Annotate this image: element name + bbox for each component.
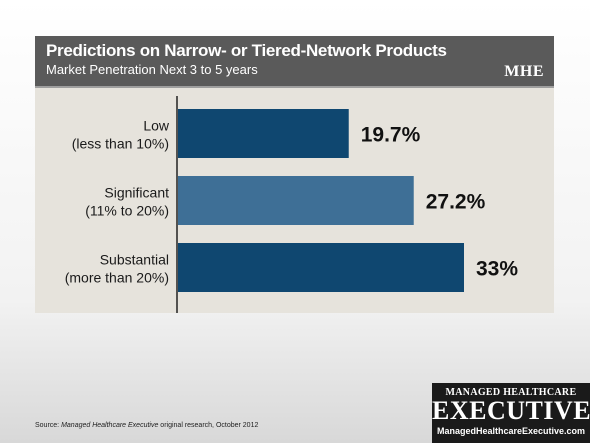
chart-panel: 19.7% Low (less than 10%) 27.2% Significant (…	[35, 88, 554, 313]
bar-1	[178, 109, 349, 158]
category-label-2-line-2: (11% to 20%)	[85, 203, 169, 219]
source-prefix: Source:	[35, 422, 62, 429]
category-label-2-line-1: Significant	[104, 185, 169, 201]
chart-header: Predictions on Narrow- or Tiered-Network…	[35, 36, 554, 88]
bar-chart: 19.7% Low (less than 10%) 27.2% Significant (…	[65, 96, 518, 313]
chart-title: Predictions on Narrow- or Tiered-Network…	[46, 41, 447, 60]
source-publication: Managed Healthcare Executive	[61, 422, 159, 429]
source-suffix: original research, October 2012	[158, 422, 259, 429]
bar-2	[178, 176, 414, 225]
brand-logo: MANAGED HEALTHCARE EXECUTIVE ManagedHeal…	[432, 383, 590, 443]
category-label-1-line-2: (less than 10%)	[72, 136, 169, 152]
value-label-1: 19.7%	[361, 124, 421, 147]
chart-subtitle: Market Penetration Next 3 to 5 years	[46, 62, 258, 77]
value-label-2: 27.2%	[426, 191, 486, 214]
brand-main-text: EXECUTIVE	[432, 396, 590, 425]
mhe-logo: MHE	[504, 63, 544, 80]
category-label-1-line-1: Low	[143, 118, 170, 134]
bar-3	[178, 243, 464, 292]
value-label-3: 33%	[476, 258, 518, 281]
category-label-3-line-2: (more than 20%)	[65, 270, 169, 286]
brand-top-text: MANAGED HEALTHCARE	[445, 387, 577, 398]
source-note: Source: Managed Healthcare Executive ori…	[35, 422, 258, 429]
brand-url: ManagedHealthcareExecutive.com	[436, 426, 586, 436]
category-label-3-line-1: Substantial	[100, 252, 169, 268]
